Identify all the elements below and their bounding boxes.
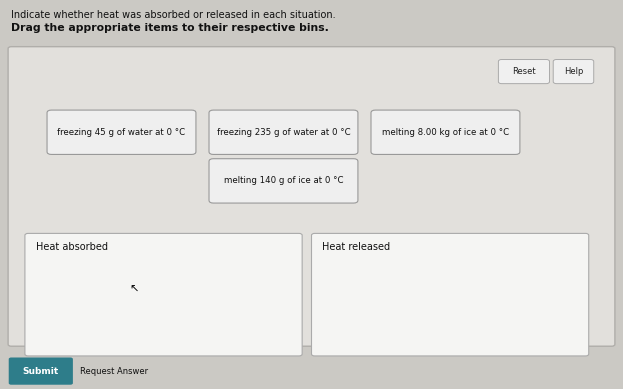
Text: Heat released: Heat released	[322, 242, 390, 252]
Text: melting 8.00 kg of ice at 0 °C: melting 8.00 kg of ice at 0 °C	[382, 128, 509, 137]
FancyBboxPatch shape	[209, 159, 358, 203]
FancyBboxPatch shape	[9, 357, 73, 385]
Text: Drag the appropriate items to their respective bins.: Drag the appropriate items to their resp…	[11, 23, 329, 33]
Text: Heat absorbed: Heat absorbed	[36, 242, 108, 252]
Text: freezing 45 g of water at 0 °C: freezing 45 g of water at 0 °C	[57, 128, 186, 137]
Text: Request Answer: Request Answer	[80, 366, 148, 376]
FancyBboxPatch shape	[553, 60, 594, 84]
Text: Indicate whether heat was absorbed or released in each situation.: Indicate whether heat was absorbed or re…	[11, 10, 336, 20]
FancyBboxPatch shape	[8, 47, 615, 346]
FancyBboxPatch shape	[312, 233, 589, 356]
FancyBboxPatch shape	[209, 110, 358, 154]
FancyBboxPatch shape	[25, 233, 302, 356]
FancyBboxPatch shape	[47, 110, 196, 154]
Text: Reset: Reset	[512, 67, 536, 76]
Text: Help: Help	[564, 67, 583, 76]
Text: freezing 235 g of water at 0 °C: freezing 235 g of water at 0 °C	[217, 128, 350, 137]
FancyBboxPatch shape	[498, 60, 549, 84]
FancyBboxPatch shape	[371, 110, 520, 154]
Text: melting 140 g of ice at 0 °C: melting 140 g of ice at 0 °C	[224, 176, 343, 186]
Text: ↖: ↖	[129, 285, 139, 295]
Text: Submit: Submit	[22, 366, 59, 376]
